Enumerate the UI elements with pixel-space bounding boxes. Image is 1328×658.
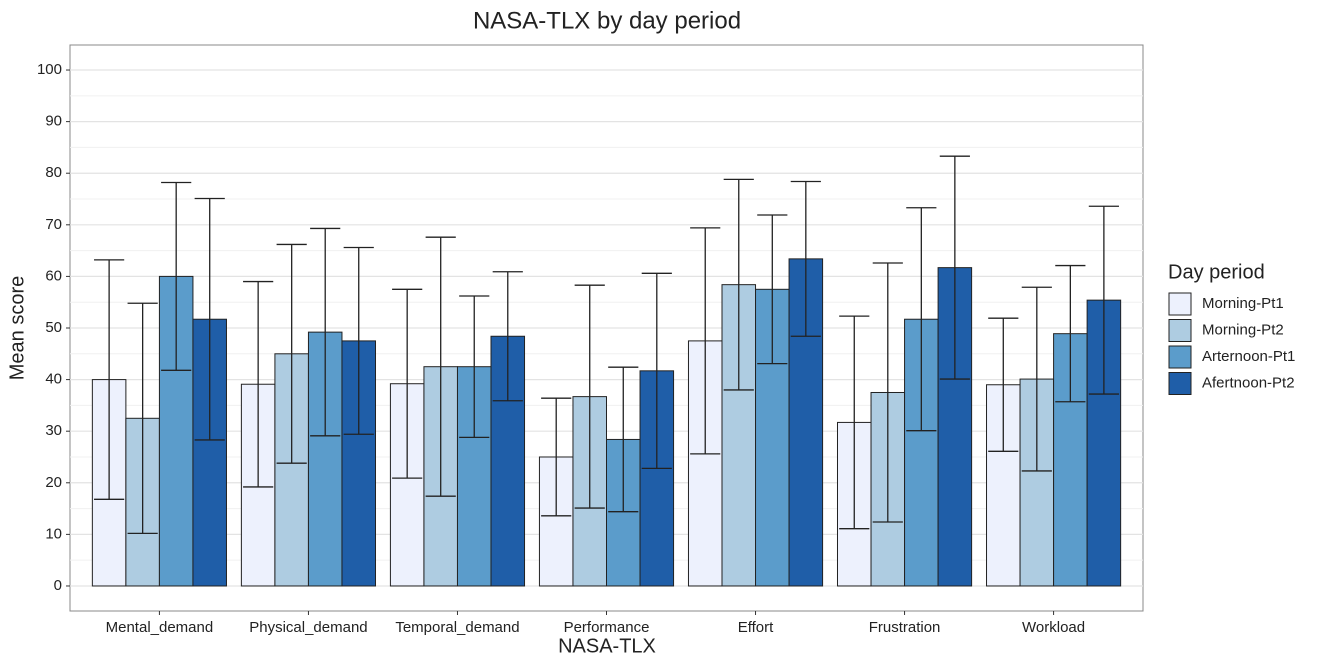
legend-label: Afertnoon-Pt2: [1202, 374, 1295, 391]
error-bar: [1088, 205, 1119, 395]
bar: [158, 275, 194, 587]
legend-label: Arternoon-Pt1: [1202, 348, 1295, 365]
error-bar: [988, 317, 1019, 452]
y-tick-label: 20: [45, 474, 62, 491]
x-tick-label: Temporal_demand: [395, 619, 519, 636]
x-tick-label: Frustration: [869, 619, 941, 636]
legend-key: [1168, 345, 1192, 369]
error-bar: [608, 366, 639, 513]
error-bar: [459, 295, 490, 439]
legend-key: [1168, 319, 1192, 342]
error-bar: [1021, 286, 1052, 472]
y-tick-label: 90: [45, 113, 62, 130]
y-tick-label: 50: [45, 319, 62, 336]
y-tick-label: 60: [45, 267, 62, 284]
y-tick-label: 10: [45, 525, 62, 542]
error-bar: [243, 280, 274, 488]
error-bar: [392, 288, 423, 479]
x-tick-label: Performance: [564, 619, 650, 636]
y-tick-label: 0: [54, 577, 62, 594]
error-bar: [790, 180, 821, 337]
error-bar: [690, 227, 721, 455]
error-bar: [906, 207, 937, 432]
error-bar: [839, 315, 870, 530]
y-tick-label: 30: [45, 422, 62, 439]
error-bar: [194, 197, 225, 441]
x-tick-label: Physical_demand: [249, 619, 367, 636]
legend-label: Morning-Pt1: [1202, 295, 1284, 312]
error-bar: [1055, 264, 1086, 403]
y-tick-label: 100: [37, 61, 62, 78]
legend-key: [1168, 292, 1192, 316]
error-bar: [310, 227, 341, 437]
error-bar: [723, 178, 754, 391]
error-bar: [343, 246, 374, 435]
x-axis-title: NASA-TLX: [558, 635, 656, 657]
error-bar: [541, 397, 572, 517]
error-bar: [161, 181, 192, 371]
error-bar: [872, 262, 903, 523]
legend-title: Day period: [1168, 261, 1265, 283]
legend-key: [1168, 372, 1192, 395]
error-bar: [276, 243, 307, 464]
y-tick-label: 80: [45, 164, 62, 181]
x-tick-label: Effort: [738, 619, 774, 636]
error-bar: [492, 271, 523, 402]
error-bar: [425, 236, 456, 497]
legend-label: Morning-Pt2: [1202, 321, 1284, 338]
error-bar: [94, 259, 125, 500]
error-bar: [641, 272, 672, 469]
error-bar: [939, 155, 970, 380]
y-tick-label: 70: [45, 216, 62, 233]
error-bar: [574, 284, 605, 509]
y-tick-label: 40: [45, 371, 62, 388]
y-axis-title: Mean score: [6, 276, 28, 381]
chart-title: NASA-TLX by day period: [473, 7, 741, 34]
error-bar: [127, 302, 158, 534]
x-tick-label: Mental_demand: [106, 619, 214, 636]
x-tick-label: Workload: [1022, 619, 1085, 636]
error-bar: [757, 214, 788, 365]
